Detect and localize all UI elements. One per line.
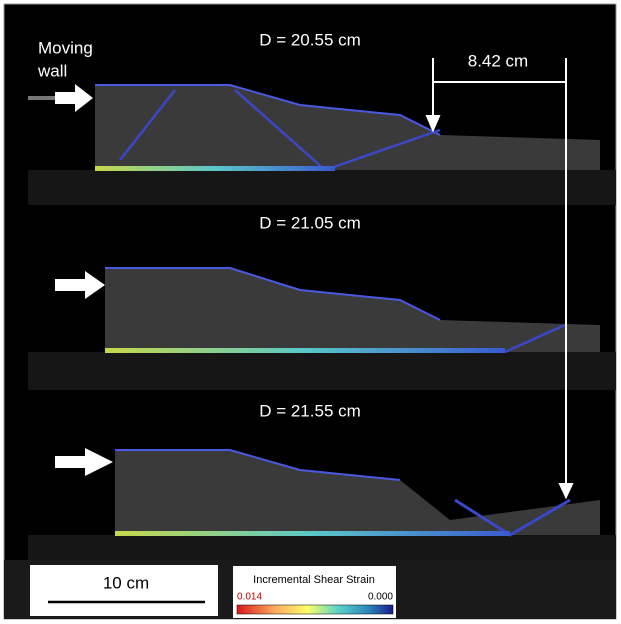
scale-label: 10 cm — [103, 573, 149, 592]
panel-label: D = 20.55 cm — [259, 30, 361, 49]
basal-strain — [105, 348, 505, 353]
figure: Moving wall D = 20.55 cm D = 21.05 cm D … — [0, 0, 621, 624]
basal-strain — [115, 531, 510, 536]
colorbar-title: Incremental Shear Strain — [253, 574, 375, 586]
rail — [28, 170, 616, 205]
colorbar — [237, 605, 393, 614]
label: wall — [37, 61, 67, 80]
basal-strain — [95, 166, 335, 171]
colorbar-min: 0.014 — [237, 592, 262, 603]
panel-label: D = 21.55 cm — [259, 401, 361, 420]
label: Moving — [38, 38, 93, 57]
distance-label: 8.42 cm — [468, 51, 528, 70]
panel-label: D = 21.05 cm — [259, 213, 361, 232]
colorbar-max: 0.000 — [368, 592, 393, 603]
rail — [28, 352, 616, 390]
rail — [28, 535, 616, 560]
